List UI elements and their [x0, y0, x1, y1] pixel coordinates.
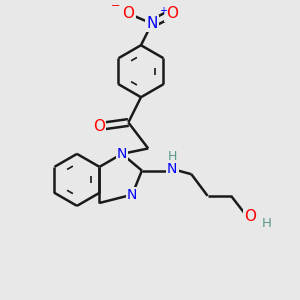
- Text: N: N: [117, 147, 127, 161]
- Text: −: −: [111, 1, 120, 10]
- Text: O: O: [166, 6, 178, 21]
- Text: O: O: [122, 6, 134, 21]
- Text: N: N: [167, 162, 177, 176]
- Text: N: N: [146, 16, 158, 31]
- Text: H: H: [167, 150, 177, 164]
- Text: N: N: [127, 188, 137, 202]
- Text: H: H: [262, 217, 272, 230]
- Text: O: O: [93, 118, 105, 134]
- Text: +: +: [159, 6, 167, 16]
- Text: O: O: [244, 209, 256, 224]
